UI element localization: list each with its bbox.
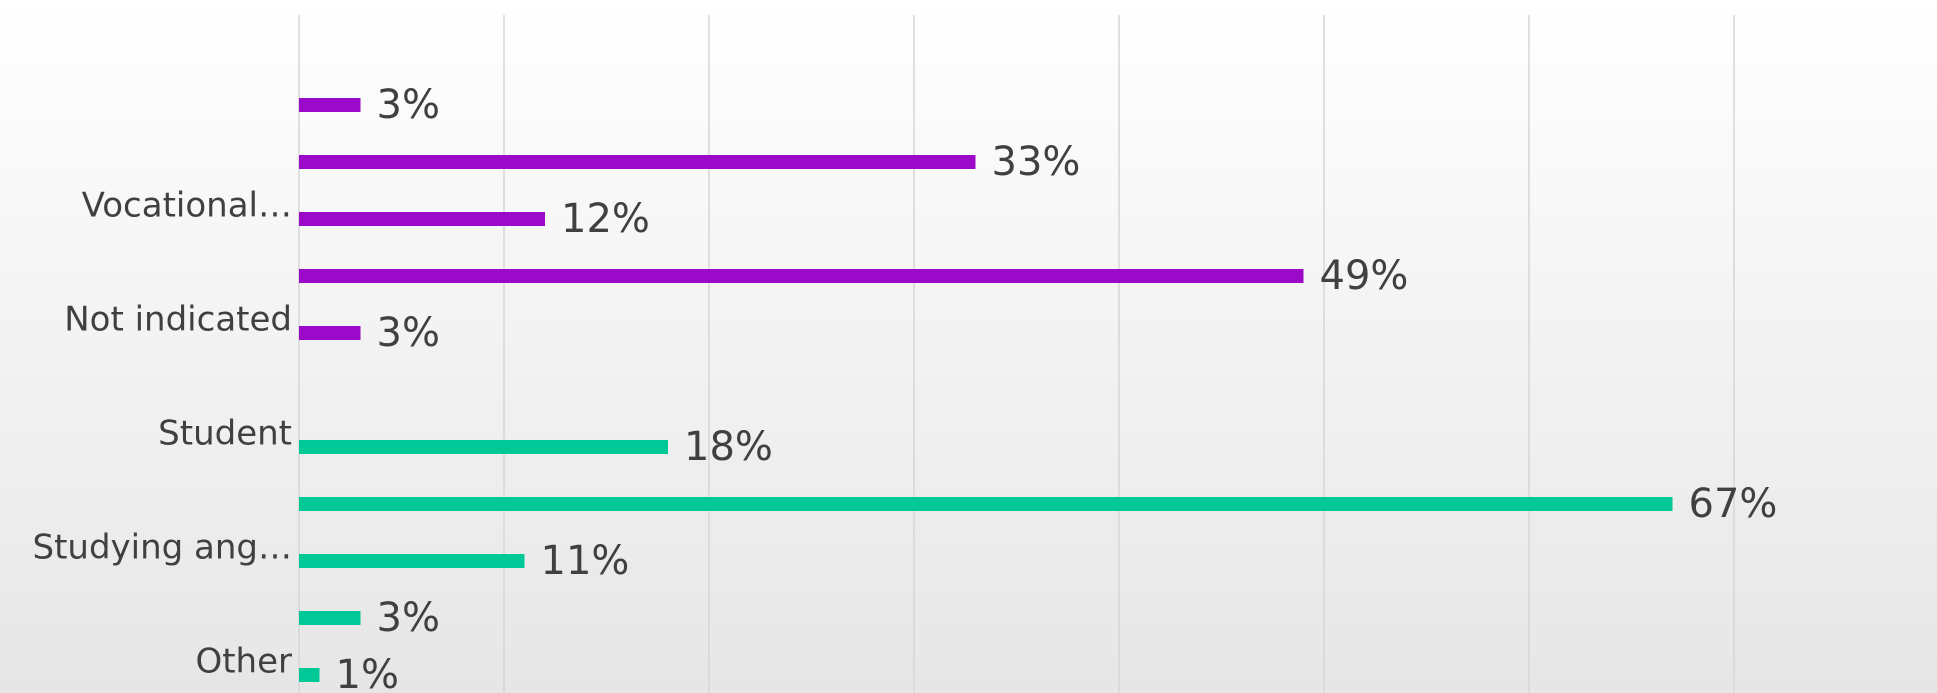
- value-label: 11%: [541, 538, 630, 584]
- category-label: Studying ang…: [32, 528, 292, 568]
- bar: [299, 497, 1673, 511]
- value-label: 3%: [377, 310, 440, 356]
- bar: [299, 155, 976, 169]
- bar: [299, 554, 525, 568]
- bar: [299, 98, 361, 112]
- bar: [299, 440, 668, 454]
- value-label: 67%: [1689, 481, 1778, 527]
- bar: [299, 668, 320, 682]
- category-label: Not indicated: [64, 300, 292, 340]
- bar: [299, 269, 1304, 283]
- bar: [299, 611, 361, 625]
- value-label: 33%: [992, 139, 1081, 185]
- value-label: 3%: [377, 595, 440, 641]
- value-label: 49%: [1320, 253, 1409, 299]
- value-label: 3%: [377, 82, 440, 128]
- bar: [299, 326, 361, 340]
- value-label: 12%: [561, 196, 650, 242]
- value-label: 18%: [684, 424, 773, 470]
- category-label: Other: [195, 642, 292, 682]
- bar: [299, 212, 545, 226]
- category-label: Vocational…: [82, 186, 292, 226]
- value-label: 1%: [336, 652, 399, 693]
- category-label: Student: [158, 414, 292, 454]
